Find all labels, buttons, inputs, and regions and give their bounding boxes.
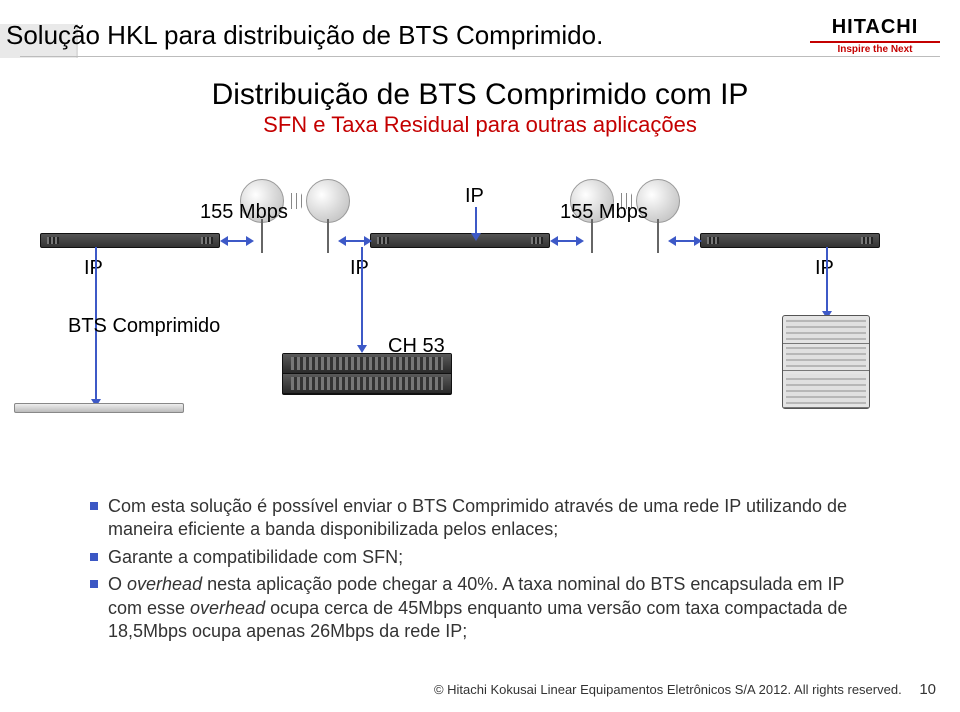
ip-label: IP	[350, 257, 369, 280]
rack-slot	[783, 316, 869, 344]
rack-device-right	[700, 233, 880, 248]
arrow-h	[558, 240, 576, 242]
copyright-text: © Hitachi Kokusai Linear Equipamentos El…	[434, 682, 902, 697]
ip-label: IP	[465, 185, 484, 208]
bullet-item: Com esta solução é possível enviar o BTS…	[90, 495, 870, 542]
ip-label: IP	[84, 257, 103, 280]
pole-icon	[591, 219, 593, 253]
bullet-item: Garante a compatibilidade com SFN;	[90, 546, 870, 569]
footer: © Hitachi Kokusai Linear Equipamentos El…	[434, 681, 936, 698]
ip-label: IP	[815, 257, 834, 280]
pole-icon	[261, 219, 263, 253]
network-diagram: 155 Mbps 155 Mbps IP IP IP IP BTS Compri…	[50, 185, 910, 485]
bullet-item: O overhead nesta aplicação pode chegar a…	[90, 573, 870, 643]
subheading: Distribuição de BTS Comprimido com IP SF…	[0, 78, 960, 138]
rack-device-left	[40, 233, 220, 248]
dish-icon	[306, 179, 350, 223]
pole-icon	[657, 219, 659, 253]
brand-tagline: Inspire the Next	[810, 41, 940, 55]
arrow-v	[475, 207, 477, 233]
slide: Solução HKL para distribuição de BTS Com…	[0, 0, 960, 712]
header: Solução HKL para distribuição de BTS Com…	[0, 0, 960, 60]
title-bar: Solução HKL para distribuição de BTS Com…	[0, 20, 810, 51]
brand-logo-text: HITACHI	[810, 16, 940, 39]
rack-slot	[783, 344, 869, 372]
header-divider	[20, 56, 940, 57]
arrow-h	[346, 240, 364, 242]
slot-icon	[283, 374, 451, 394]
arrow-h	[676, 240, 694, 242]
brand-logo: HITACHI Inspire the Next	[810, 16, 940, 55]
mbps-label-2: 155 Mbps	[560, 201, 648, 224]
transmitter-rack	[782, 315, 870, 409]
page-title: Solução HKL para distribuição de BTS Com…	[0, 20, 810, 51]
slot-icon	[283, 354, 451, 374]
arrow-v	[826, 247, 828, 311]
bullet-text: O overhead nesta aplicação pode chegar a…	[108, 574, 847, 641]
mbps-label-1: 155 Mbps	[200, 201, 288, 224]
subhead-line2: SFN e Taxa Residual para outras aplicaçõ…	[0, 112, 960, 138]
thin-rack-device	[14, 403, 184, 413]
page-number: 10	[919, 681, 936, 698]
bts-label: BTS Comprimido	[68, 315, 220, 338]
arrow-h	[228, 240, 246, 242]
arrow-v	[361, 247, 363, 345]
subhead-line1: Distribuição de BTS Comprimido com IP	[0, 78, 960, 112]
bts-device	[282, 353, 452, 395]
rack-slot	[783, 371, 869, 408]
rack-device-mid	[370, 233, 550, 248]
bullet-list: Com esta solução é possível enviar o BTS…	[90, 495, 870, 647]
pole-icon	[327, 219, 329, 253]
